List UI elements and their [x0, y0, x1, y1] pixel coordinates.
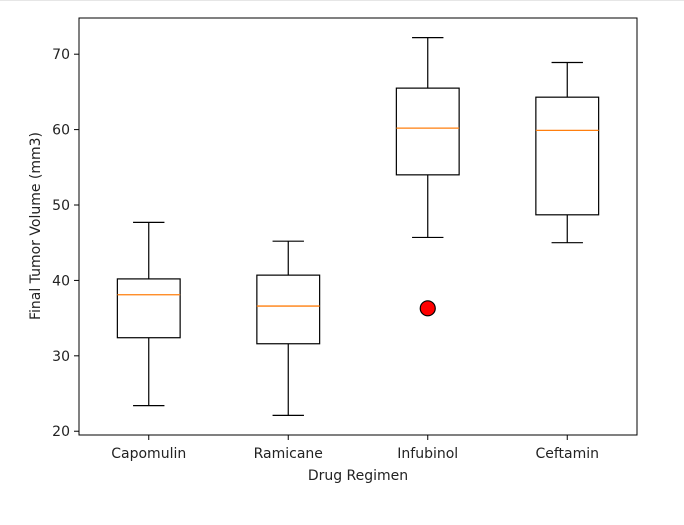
x-tick-label: Ceftamin	[535, 446, 599, 462]
box-infubinol	[395, 37, 460, 317]
x-axis: Capomulin Ramicane Infubinol Ceftamin	[111, 435, 599, 462]
box-capomulin	[116, 221, 181, 407]
top-divider	[0, 0, 684, 1]
x-tick-label: Capomulin	[111, 446, 186, 462]
iqr-box	[116, 278, 181, 339]
outlier-marker	[419, 300, 436, 317]
x-tick-label: Infubinol	[397, 446, 458, 462]
y-tick-label: 30	[52, 349, 70, 365]
y-tick-label: 40	[52, 273, 70, 289]
iqr-box	[395, 87, 460, 176]
y-tick-label: 50	[52, 198, 70, 214]
y-axis: 20 30 40 50 60 70	[52, 47, 79, 440]
y-tick-label: 60	[52, 123, 70, 139]
box-ramicane	[256, 240, 321, 416]
y-tick-label: 70	[52, 47, 70, 63]
iqr-box	[535, 96, 600, 216]
iqr-box	[256, 274, 321, 345]
y-tick-label: 20	[52, 424, 70, 440]
box-ceftamin	[535, 61, 600, 244]
x-axis-label: Drug Regimen	[308, 468, 408, 484]
x-tick-label: Ramicane	[254, 446, 323, 462]
y-axis-label: Final Tumor Volume (mm3)	[28, 132, 44, 320]
box-series	[116, 37, 600, 416]
plot-area-frame	[78, 17, 638, 436]
